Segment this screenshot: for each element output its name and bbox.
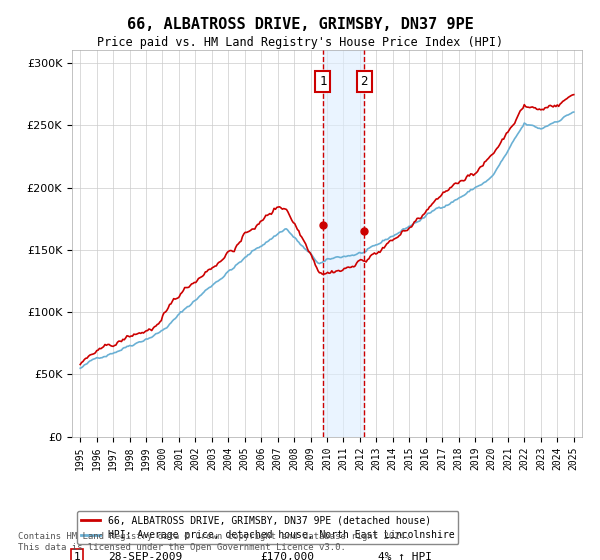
Text: 1: 1 — [319, 75, 326, 88]
Text: 2: 2 — [360, 75, 368, 88]
Text: Contains HM Land Registry data © Crown copyright and database right 2024.
This d: Contains HM Land Registry data © Crown c… — [18, 532, 410, 552]
Text: £170,000: £170,000 — [260, 552, 314, 560]
Text: 1: 1 — [74, 552, 80, 560]
Legend: 66, ALBATROSS DRIVE, GRIMSBY, DN37 9PE (detached house), HPI: Average price, det: 66, ALBATROSS DRIVE, GRIMSBY, DN37 9PE (… — [77, 511, 458, 544]
Bar — [323, 50, 364, 437]
Text: 66, ALBATROSS DRIVE, GRIMSBY, DN37 9PE: 66, ALBATROSS DRIVE, GRIMSBY, DN37 9PE — [127, 17, 473, 32]
Text: Price paid vs. HM Land Registry's House Price Index (HPI): Price paid vs. HM Land Registry's House … — [97, 36, 503, 49]
Text: 28-SEP-2009: 28-SEP-2009 — [108, 552, 182, 560]
Text: 4% ↑ HPI: 4% ↑ HPI — [378, 552, 432, 560]
